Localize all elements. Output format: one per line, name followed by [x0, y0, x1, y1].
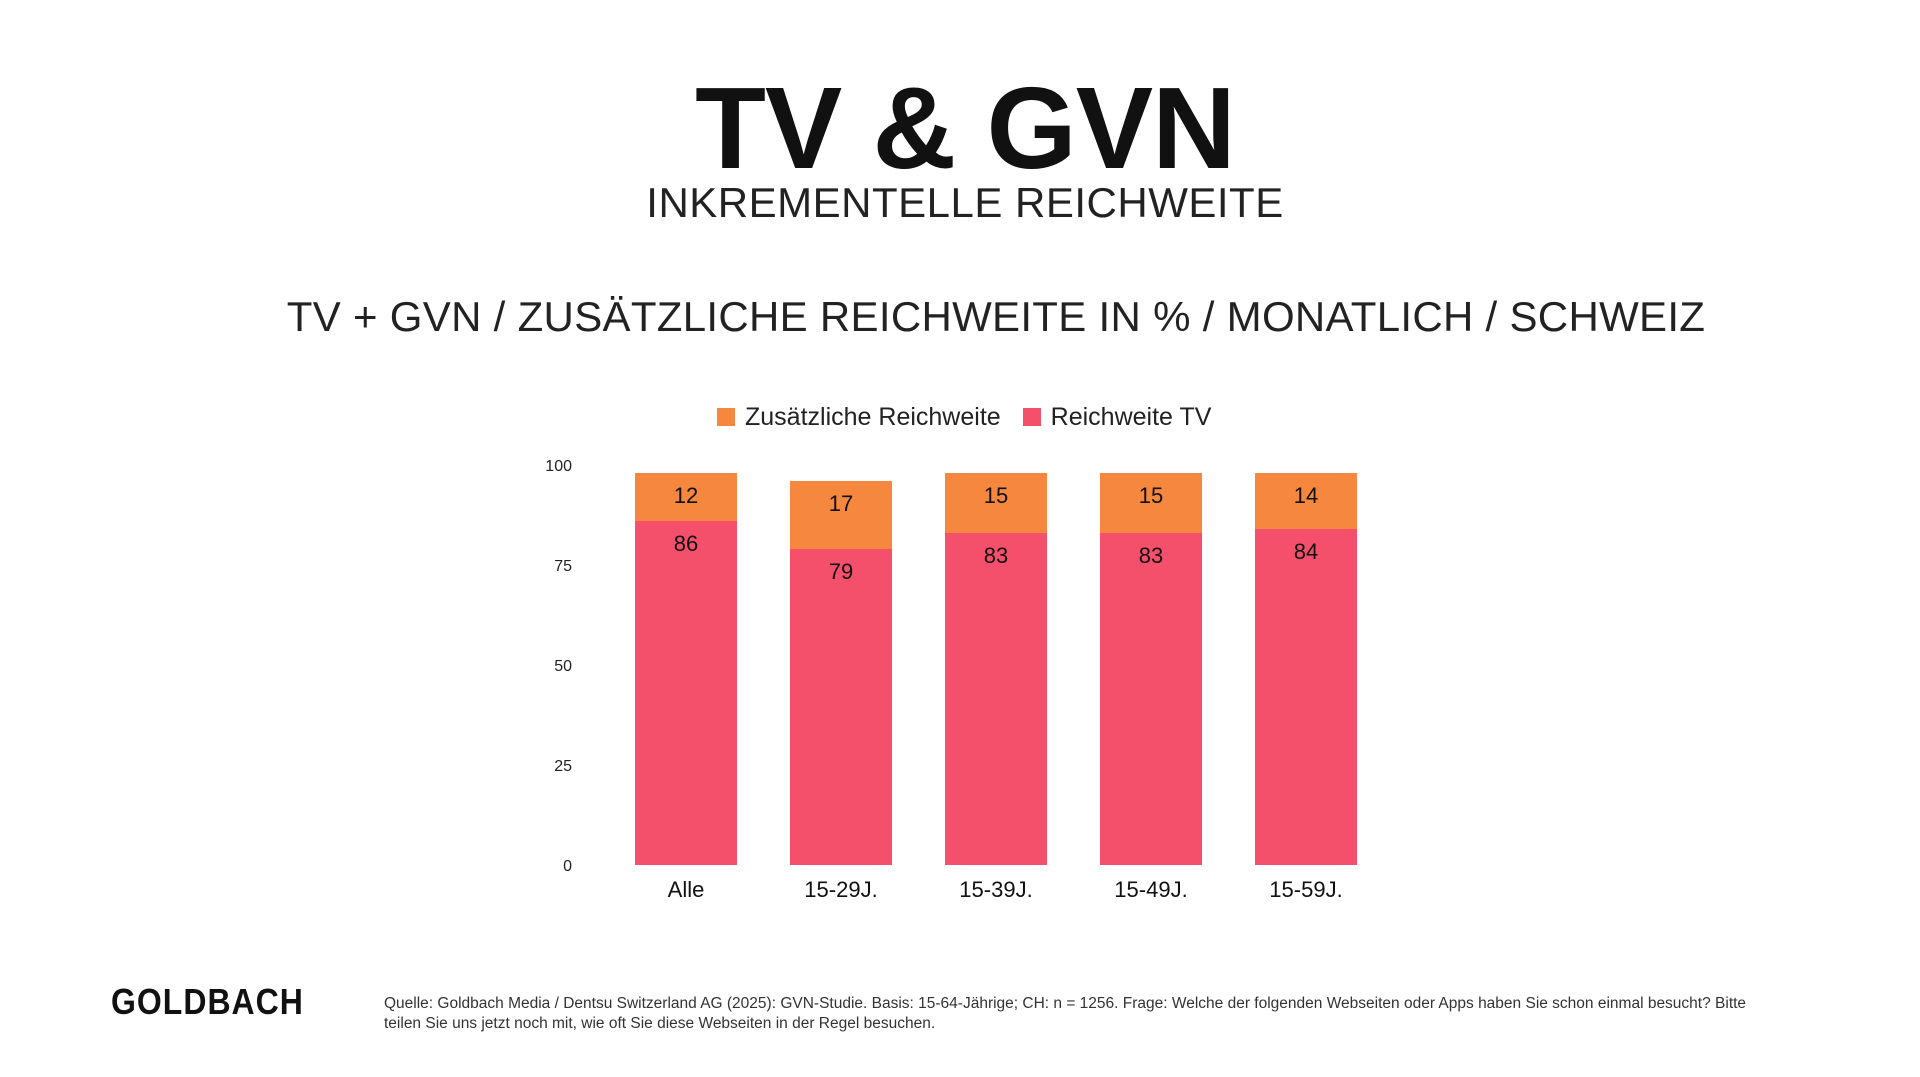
bar-zusaetzliche-reichweite	[1255, 473, 1357, 529]
page-subtitle: INKREMENTELLE REICHWEITE	[646, 179, 1284, 226]
data-label-reichweite-tv: 86	[674, 531, 698, 556]
data-label-reichweite-tv: 79	[829, 559, 853, 584]
legend-swatch-reichweite-tv	[1022, 408, 1041, 426]
legend-label-zusaetzliche-reichweite: Zusätzliche Reichweite	[745, 402, 1001, 431]
legend-label-reichweite-tv: Reichweite TV	[1050, 402, 1212, 431]
x-tick-label: 15-49J.	[1114, 877, 1187, 902]
bar-reichweite-tv	[635, 521, 737, 865]
chart-heading: TV + GVN / ZUSÄTZLICHE REICHWEITE IN % /…	[286, 293, 1706, 340]
legend-item-reichweite-tv: Reichweite TV	[1022, 402, 1212, 432]
y-tick-label: 0	[563, 858, 572, 875]
data-label-zusaetzliche-reichweite: 17	[829, 491, 853, 516]
data-label-reichweite-tv: 83	[1139, 543, 1163, 568]
data-label-zusaetzliche-reichweite: 12	[674, 483, 698, 508]
source-footnote: Quelle: Goldbach Media / Dentsu Switzerl…	[384, 995, 1747, 1032]
page-title: TV & GVN	[695, 63, 1236, 193]
bar-zusaetzliche-reichweite	[1100, 473, 1202, 533]
bar-reichweite-tv	[1255, 529, 1357, 865]
bar-zusaetzliche-reichweite	[635, 473, 737, 521]
bar-reichweite-tv	[790, 549, 892, 865]
goldbach-logo: GOLDBACH	[111, 981, 304, 1023]
y-tick-label: 75	[554, 558, 572, 575]
y-tick-label: 50	[554, 658, 572, 675]
x-tick-label: Alle	[668, 877, 705, 902]
x-tick-label: 15-59J.	[1269, 877, 1342, 902]
y-tick-label: 100	[545, 458, 572, 475]
chart-legend: Zusätzliche Reichweite Reichweite TV	[717, 402, 1233, 432]
x-tick-label: 15-29J.	[804, 877, 877, 902]
legend-swatch-zusaetzliche-reichweite	[717, 408, 735, 426]
data-label-zusaetzliche-reichweite: 15	[1139, 483, 1163, 508]
data-label-reichweite-tv: 84	[1294, 539, 1318, 564]
bar-reichweite-tv	[1100, 533, 1202, 865]
data-label-zusaetzliche-reichweite: 14	[1294, 483, 1318, 508]
x-tick-label: 15-39J.	[959, 877, 1032, 902]
bar-reichweite-tv	[945, 533, 1047, 865]
legend-item-zusaetzliche-reichweite: Zusätzliche Reichweite	[717, 403, 1001, 432]
y-tick-label: 25	[554, 758, 572, 775]
bar-zusaetzliche-reichweite	[945, 473, 1047, 533]
data-label-zusaetzliche-reichweite: 15	[984, 483, 1008, 508]
bar-zusaetzliche-reichweite	[790, 481, 892, 549]
data-label-reichweite-tv: 83	[984, 543, 1008, 568]
